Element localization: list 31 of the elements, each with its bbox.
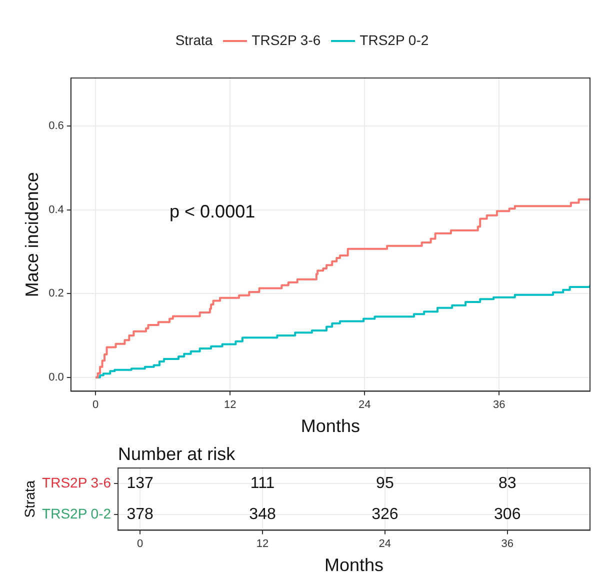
x-tick-label: 12 xyxy=(224,398,236,411)
y-tick-label: TRS2P 0-2 xyxy=(42,506,112,522)
x-tick-label: 24 xyxy=(378,538,392,550)
data-label: 306 xyxy=(494,506,521,524)
x-tick-label: 0 xyxy=(137,538,144,550)
annotation: p < 0.0001 xyxy=(170,202,256,222)
data-label: 378 xyxy=(126,506,154,524)
data-label: 95 xyxy=(376,474,394,492)
data-label: 137 xyxy=(126,474,154,492)
y-tick-label: 0.4 xyxy=(48,204,64,216)
y-axis-title: Mace incidence xyxy=(22,172,42,298)
chart-title: Number at risk xyxy=(118,444,236,464)
x-tick-label: 12 xyxy=(256,538,269,550)
x-axis-title: Months xyxy=(300,416,360,436)
x-tick-label: 0 xyxy=(92,398,99,411)
legend-title: Strata xyxy=(175,32,213,48)
y-tick-label: 0.2 xyxy=(48,288,64,300)
x-tick-label: 36 xyxy=(501,538,514,550)
legend-label: TRS2P 0-2 xyxy=(358,32,429,48)
data-label: 83 xyxy=(498,474,516,492)
y-tick-label: 0.0 xyxy=(48,371,64,384)
x-axis-title: Months xyxy=(324,555,384,576)
y-tick-label: 0.6 xyxy=(48,120,64,132)
data-label: 111 xyxy=(250,474,275,492)
data-label: 348 xyxy=(249,506,276,524)
y-tick-label: TRS2P 3-6 xyxy=(42,474,112,490)
legend-label: TRS2P 3-6 xyxy=(250,32,321,48)
x-tick-label: 36 xyxy=(493,398,506,411)
x-tick-label: 24 xyxy=(358,398,371,411)
data-label: 326 xyxy=(372,506,398,524)
y-axis-title: Strata xyxy=(21,480,38,518)
